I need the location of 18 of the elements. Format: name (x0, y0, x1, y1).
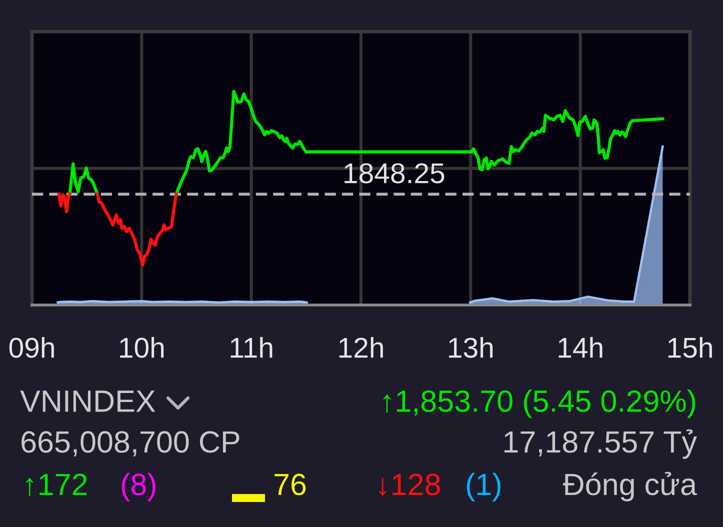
text: (8) (122, 472, 156, 502)
text: Đóng cửa (562, 472, 698, 502)
x-tick-label: 15h (668, 336, 712, 358)
text: 665,008,700 CP (22, 431, 240, 456)
text: ↓128 (379, 474, 440, 496)
x-tick-label: 12h (339, 336, 383, 358)
text: 76 (274, 474, 306, 496)
text: ↑172 (26, 474, 87, 496)
x-tick-label: 09h (9, 336, 54, 358)
text: ↑1,853.70 (5.45 0.29%) (383, 390, 696, 418)
x-tick-label: 11h (230, 336, 272, 358)
text: VNINDEX (20, 390, 156, 412)
x-tick-label: 14h (558, 336, 602, 358)
text: 17,187.557 Tỷ (504, 429, 697, 459)
text: (1) (466, 472, 500, 502)
annotation: 1848.25 (344, 163, 444, 184)
x-tick-label: 10h (120, 336, 164, 358)
x-tick-label: 13h (449, 336, 493, 358)
